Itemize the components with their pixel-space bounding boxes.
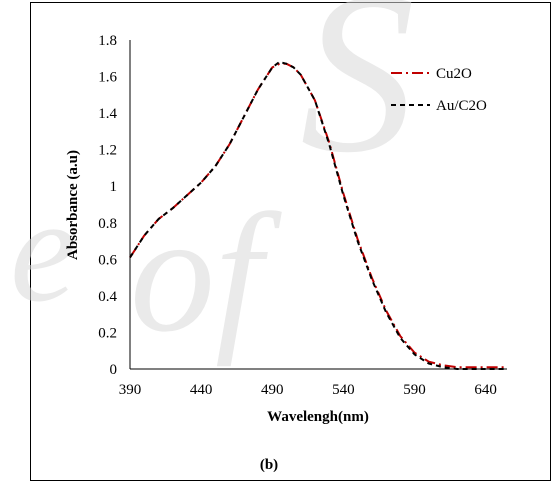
x-tick-label: 390 xyxy=(119,382,142,398)
y-tick-label: 1.2 xyxy=(98,143,117,159)
x-axis-title: Wavelengh(nm) xyxy=(267,409,369,425)
legend-label: Cu2O xyxy=(436,66,472,82)
y-tick-label: 0.6 xyxy=(98,252,117,268)
x-tick-labels: 390 440 490 540 590 640 xyxy=(119,382,497,398)
svg-text:e: e xyxy=(10,167,77,333)
x-tick-label: 640 xyxy=(474,382,497,398)
plot-area: 0 0.2 0.4 0.6 0.8 1 1.2 1.4 1.6 1.8 390 440 490 540 5… xyxy=(98,33,507,398)
legend-label: Au/C2O xyxy=(436,98,487,114)
y-axis-title: Absorbance (a.u) xyxy=(65,150,81,260)
figure-frame xyxy=(30,2,551,481)
y-tick-label: 1.8 xyxy=(98,33,117,49)
y-tick-label: 1.4 xyxy=(98,106,117,122)
x-tick-label: 590 xyxy=(403,382,426,398)
y-tick-label: 1.6 xyxy=(98,70,117,86)
y-tick-labels: 0 0.2 0.4 0.6 0.8 1 1.2 1.4 1.6 1.8 xyxy=(98,33,117,378)
y-tick-label: 0.2 xyxy=(98,325,117,341)
x-tick-label: 440 xyxy=(190,382,213,398)
svg-text:S: S xyxy=(300,0,415,200)
y-tick-label: 0.8 xyxy=(98,216,117,232)
y-tick-label: 0.4 xyxy=(98,289,117,305)
y-tick-label: 1 xyxy=(110,179,118,195)
series-layer xyxy=(129,60,507,370)
figure-caption: (b) xyxy=(260,457,278,473)
watermark: e of S xyxy=(10,0,415,367)
series-line-2 xyxy=(129,60,507,370)
x-tick-label: 540 xyxy=(332,382,355,398)
legend: Cu2O Au/C2O xyxy=(391,66,487,114)
svg-text:of: of xyxy=(130,179,282,367)
x-tick-label: 490 xyxy=(261,382,284,398)
y-tick-label: 0 xyxy=(110,362,118,378)
